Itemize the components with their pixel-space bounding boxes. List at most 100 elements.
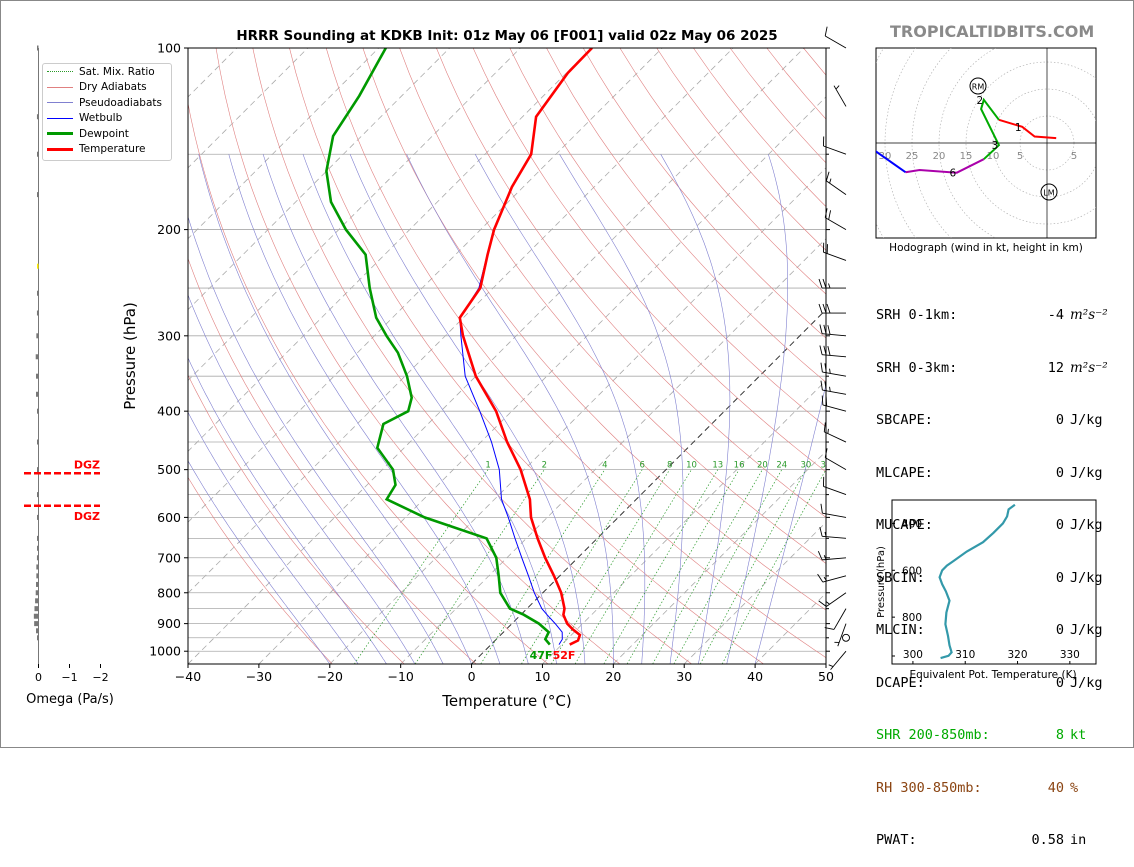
hodo-ring-label: 10 xyxy=(987,151,1000,162)
x-tick-label: 20 xyxy=(605,669,621,684)
stat-unit: in xyxy=(1064,832,1086,850)
legend-label: Wetbulb xyxy=(79,112,122,124)
y-tick-label: 800 xyxy=(157,585,181,600)
stat-unit: J/kg xyxy=(1064,412,1103,430)
x-tick-label: −30 xyxy=(246,669,272,684)
hodo-height-label: 2 xyxy=(976,95,983,107)
stat-value: 8 xyxy=(1002,727,1064,745)
legend-label: Dewpoint xyxy=(79,128,129,140)
omega-bar xyxy=(34,606,38,611)
omega-bar xyxy=(37,515,39,520)
legend-label: Dry Adiabats xyxy=(79,81,147,93)
mix-ratio-label: 20 xyxy=(757,461,768,471)
mix-ratio-label: 16 xyxy=(734,461,745,471)
skewt-xlabel: Temperature (°C) xyxy=(441,692,571,710)
stat-mucape: MUCAPE: 0 J/kg xyxy=(876,517,1108,535)
mix-ratio-label: 1 xyxy=(485,461,490,471)
stat-label: MUCAPE: xyxy=(876,517,1002,535)
legend-item-temperature: Temperature xyxy=(43,142,171,158)
dgz-label: DGZ xyxy=(74,458,100,471)
y-tick-label: 200 xyxy=(157,222,181,237)
stats-table: SRH 0-1km: -4 m²s⁻² SRH 0-3km: 12 m²s⁻² … xyxy=(876,272,1108,867)
x-tick-label: 10 xyxy=(534,669,550,684)
omega-bar xyxy=(37,409,39,414)
hodo-height-label: 6 xyxy=(949,168,956,180)
barb-flag xyxy=(822,395,823,404)
stat-label: SBCAPE: xyxy=(876,412,1002,430)
stat-value: 0 xyxy=(1002,465,1064,483)
omega-bar xyxy=(34,614,39,619)
legend-label: Temperature xyxy=(79,143,146,155)
stat-value: 0.58 xyxy=(1002,832,1064,850)
omega-bar xyxy=(35,598,38,603)
stat-pwat: PWAT: 0.58 in xyxy=(876,832,1108,850)
omega-bar xyxy=(36,392,38,397)
skewt-ylabel: Pressure (hPa) xyxy=(121,302,139,410)
omega-bar xyxy=(37,536,39,541)
legend-swatch xyxy=(47,118,73,119)
sfc-temperature-label: 52F xyxy=(553,649,576,662)
legend: Sat. Mix. Ratio Dry Adiabats Pseudoadiab… xyxy=(42,63,172,161)
stat-label: MLCAPE: xyxy=(876,465,1002,483)
x-tick-label: 50 xyxy=(818,669,834,684)
brand-watermark: TROPICALTIDBITS.COM xyxy=(890,22,1094,41)
stat-unit: J/kg xyxy=(1064,570,1103,588)
y-tick-label: 400 xyxy=(157,404,181,419)
x-tick-label: −40 xyxy=(175,669,201,684)
omega-bar xyxy=(36,628,38,633)
stat-value: 0 xyxy=(1002,517,1064,535)
omega-bar xyxy=(36,564,38,569)
legend-swatch xyxy=(47,102,73,103)
omega-x-tick-label: 0 xyxy=(35,671,42,684)
omega-bar xyxy=(37,264,39,269)
stat-srh-0-1km: SRH 0-1km: -4 m²s⁻² xyxy=(876,307,1108,325)
x-tick-label: 40 xyxy=(747,669,763,684)
y-tick-label: 1000 xyxy=(149,644,181,659)
y-tick-label: 100 xyxy=(157,41,181,56)
y-tick-label: 300 xyxy=(157,328,181,343)
barb-flag xyxy=(826,397,827,406)
omega-bar xyxy=(37,114,39,119)
stat-sbcin: SBCIN: 0 J/kg xyxy=(876,570,1108,588)
stat-dcape: DCAPE: 0 J/kg xyxy=(876,675,1108,693)
y-tick-label: 700 xyxy=(157,550,181,565)
omega-bar xyxy=(37,546,39,551)
stat-value: 12 xyxy=(1002,360,1064,378)
stat-label: RH 300-850mb: xyxy=(876,780,1002,798)
x-tick-label: 30 xyxy=(676,669,692,684)
x-tick-label: −20 xyxy=(317,669,343,684)
stat-value: 0 xyxy=(1002,570,1064,588)
legend-item-dewpoint: Dewpoint xyxy=(43,126,171,142)
legend-label: Sat. Mix. Ratio xyxy=(79,66,155,78)
stat-sbcape: SBCAPE: 0 J/kg xyxy=(876,412,1108,430)
stat-unit: % xyxy=(1064,780,1078,798)
dgz-label: DGZ xyxy=(74,510,100,523)
stat-label: DCAPE: xyxy=(876,675,1002,693)
omega-bar xyxy=(37,440,39,445)
stat-value: -4 xyxy=(1002,307,1064,325)
legend-item-dry-adiabats: Dry Adiabats xyxy=(43,80,171,96)
stat-unit: J/kg xyxy=(1064,465,1103,483)
stat-unit: J/kg xyxy=(1064,622,1103,640)
omega-bar xyxy=(36,374,38,379)
mix-ratio-label: 4 xyxy=(602,461,607,471)
hodo-height-label: 3 xyxy=(992,140,999,152)
hodo-ring-label: 5 xyxy=(1017,151,1023,162)
stat-unit: m²s⁻² xyxy=(1064,307,1108,325)
hodo-ring-label: 20 xyxy=(933,151,946,162)
omega-bar xyxy=(37,635,39,640)
y-tick-label: 600 xyxy=(157,510,181,525)
y-tick-label: 900 xyxy=(157,616,181,631)
omega-bar xyxy=(37,46,39,51)
legend-swatch xyxy=(47,71,73,72)
legend-item-mix-ratio: Sat. Mix. Ratio xyxy=(43,64,171,80)
omega-bar xyxy=(36,354,39,359)
stat-value: 0 xyxy=(1002,675,1064,693)
sfc-dewpoint-label: 47F xyxy=(530,649,553,662)
omega-x-tick-label: −1 xyxy=(61,671,77,684)
stat-shr: SHR 200-850mb: 8 kt xyxy=(876,727,1108,745)
omega-bar xyxy=(37,152,39,157)
hodo-height-label: 1 xyxy=(1015,122,1022,134)
stat-unit: J/kg xyxy=(1064,517,1103,535)
y-tick-label: 500 xyxy=(157,462,181,477)
